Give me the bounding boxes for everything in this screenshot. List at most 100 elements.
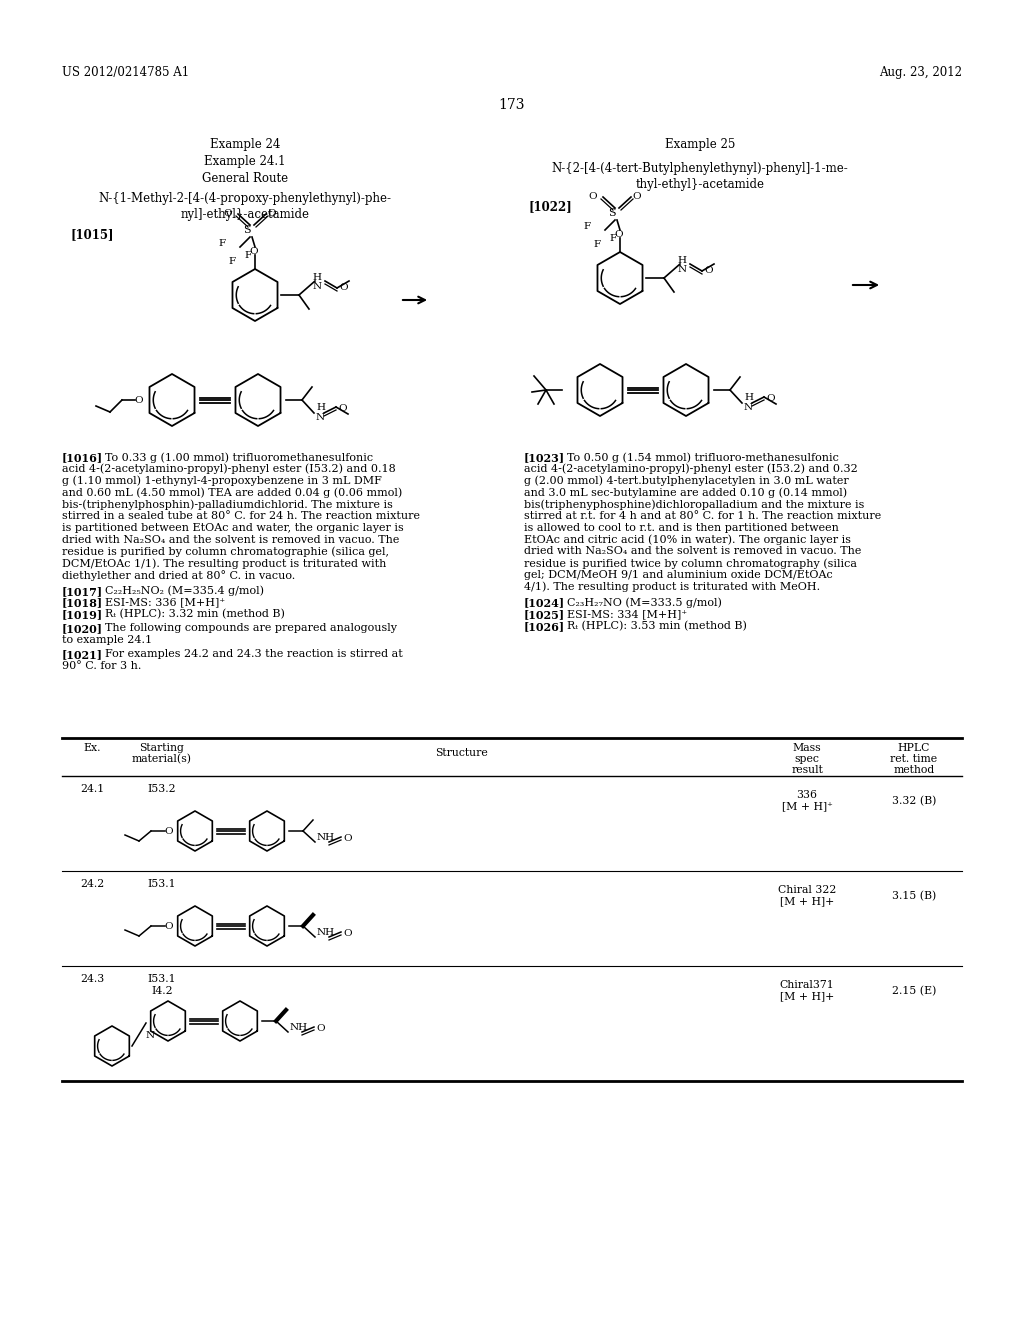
Text: is partitioned between EtOAc and water, the organic layer is: is partitioned between EtOAc and water, …: [62, 523, 403, 533]
Text: US 2012/0214785 A1: US 2012/0214785 A1: [62, 66, 189, 79]
Text: [1019]: [1019]: [62, 610, 103, 620]
Text: [M + H]⁺: [M + H]⁺: [781, 801, 833, 810]
Text: [1020]: [1020]: [62, 623, 103, 634]
Text: S: S: [243, 224, 251, 235]
Text: bis-(triphenylphosphin)-palladiumdichlorid. The mixture is: bis-(triphenylphosphin)-palladiumdichlor…: [62, 499, 393, 510]
Text: For examples 24.2 and 24.3 the reaction is stirred at: For examples 24.2 and 24.3 the reaction …: [98, 649, 402, 659]
Text: 24.1: 24.1: [80, 784, 104, 795]
Text: [1017]: [1017]: [62, 586, 103, 597]
Text: O: O: [267, 209, 275, 218]
Text: [M + H]+: [M + H]+: [780, 991, 835, 1001]
Text: To 0.50 g (1.54 mmol) trifluoro-methanesulfonic: To 0.50 g (1.54 mmol) trifluoro-methanes…: [560, 451, 839, 462]
Text: [1015]: [1015]: [70, 228, 114, 242]
Text: F: F: [609, 234, 616, 243]
Text: and 3.0 mL sec-butylamine are added 0.10 g (0.14 mmol): and 3.0 mL sec-butylamine are added 0.10…: [524, 487, 847, 498]
Text: [1022]: [1022]: [528, 201, 571, 213]
Text: result: result: [792, 766, 823, 775]
Text: 336: 336: [797, 789, 817, 800]
Text: nyl]-ethyl}-acetamide: nyl]-ethyl}-acetamide: [180, 209, 309, 220]
Text: 24.3: 24.3: [80, 974, 104, 983]
Text: stirred at r.t. for 4 h and at 80° C. for 1 h. The reaction mixture: stirred at r.t. for 4 h and at 80° C. fo…: [524, 511, 882, 521]
Text: F: F: [228, 257, 236, 267]
Text: I53.2: I53.2: [147, 784, 176, 795]
Text: H: H: [316, 403, 325, 412]
Text: [1018]: [1018]: [62, 598, 103, 609]
Text: O: O: [705, 267, 713, 275]
Text: residue is purified twice by column chromatography (silica: residue is purified twice by column chro…: [524, 558, 857, 569]
Text: NH: NH: [317, 833, 335, 842]
Text: g (2.00 mmol) 4-tert.butylphenylacetylen in 3.0 mL water: g (2.00 mmol) 4-tert.butylphenylacetylen…: [524, 475, 849, 486]
Text: O: O: [316, 1024, 325, 1034]
Text: 3.15 (B): 3.15 (B): [892, 891, 936, 902]
Text: I4.2: I4.2: [152, 986, 173, 997]
Text: Ex.: Ex.: [83, 743, 100, 752]
Text: stirred in a sealed tube at 80° C. for 24 h. The reaction mixture: stirred in a sealed tube at 80° C. for 2…: [62, 511, 420, 521]
Text: NH: NH: [290, 1023, 308, 1032]
Text: dried with Na₂SO₄ and the solvent is removed in vacuo. The: dried with Na₂SO₄ and the solvent is rem…: [62, 535, 399, 545]
Text: [1016]: [1016]: [62, 451, 103, 463]
Text: O: O: [614, 230, 623, 239]
Text: O: O: [134, 396, 142, 405]
Text: The following compounds are prepared analogously: The following compounds are prepared ana…: [98, 623, 397, 634]
Text: F: F: [583, 222, 590, 231]
Text: Chiral371: Chiral371: [779, 979, 835, 990]
Text: Example 24.1: Example 24.1: [204, 154, 286, 168]
Text: Example 25: Example 25: [665, 139, 735, 150]
Text: N: N: [312, 282, 322, 290]
Text: Rₜ (HPLC): 3.32 min (method B): Rₜ (HPLC): 3.32 min (method B): [98, 610, 285, 619]
Text: General Route: General Route: [202, 172, 288, 185]
Text: 90° C. for 3 h.: 90° C. for 3 h.: [62, 660, 141, 671]
Text: bis(triphenyphosphine)dichloropalladium and the mixture is: bis(triphenyphosphine)dichloropalladium …: [524, 499, 864, 510]
Text: I53.1: I53.1: [147, 879, 176, 888]
Text: thyl-ethyl}-acetamide: thyl-ethyl}-acetamide: [636, 178, 765, 191]
Text: acid 4-(2-acetylamino-propyl)-phenyl ester (I53.2) and 0.18: acid 4-(2-acetylamino-propyl)-phenyl est…: [62, 463, 395, 474]
Text: N: N: [744, 403, 753, 412]
Text: O: O: [164, 921, 173, 931]
Text: g (1.10 mmol) 1-ethynyl-4-propoxybenzene in 3 mL DMF: g (1.10 mmol) 1-ethynyl-4-propoxybenzene…: [62, 475, 382, 486]
Text: ret. time: ret. time: [891, 754, 938, 764]
Text: [1024]: [1024]: [524, 598, 565, 609]
Text: I53.1: I53.1: [147, 974, 176, 983]
Text: O: O: [589, 191, 597, 201]
Text: O: O: [339, 282, 347, 292]
Text: ESI-MS: 334 [M+H]⁺: ESI-MS: 334 [M+H]⁺: [560, 610, 687, 619]
Text: and 0.60 mL (4.50 mmol) TEA are added 0.04 g (0.06 mmol): and 0.60 mL (4.50 mmol) TEA are added 0.…: [62, 487, 402, 498]
Text: O: O: [223, 209, 232, 218]
Text: [1021]: [1021]: [62, 649, 103, 660]
Text: Chiral 322: Chiral 322: [778, 884, 837, 895]
Text: HPLC: HPLC: [898, 743, 930, 752]
Text: To 0.33 g (1.00 mmol) trifluoromethanesulfonic: To 0.33 g (1.00 mmol) trifluoromethanesu…: [98, 451, 373, 462]
Text: O: O: [343, 834, 351, 843]
Text: [1025]: [1025]: [524, 610, 565, 620]
Text: N: N: [678, 265, 686, 275]
Text: residue is purified by column chromatographie (silica gel,: residue is purified by column chromatogr…: [62, 546, 389, 557]
Text: N: N: [146, 1031, 155, 1040]
Text: 2.15 (E): 2.15 (E): [892, 986, 936, 997]
Text: C₂₃H₂₇NO (M=333.5 g/mol): C₂₃H₂₇NO (M=333.5 g/mol): [560, 598, 722, 609]
Text: S: S: [608, 209, 615, 218]
Text: method: method: [893, 766, 935, 775]
Text: dried with Na₂SO₄ and the solvent is removed in vacuo. The: dried with Na₂SO₄ and the solvent is rem…: [524, 546, 861, 557]
Text: gel; DCM/MeOH 9/1 and aluminium oxide DCM/EtOAc: gel; DCM/MeOH 9/1 and aluminium oxide DC…: [524, 570, 833, 579]
Text: C₂₂H₂₅NO₂ (M=335.4 g/mol): C₂₂H₂₅NO₂ (M=335.4 g/mol): [98, 586, 264, 597]
Text: Aug. 23, 2012: Aug. 23, 2012: [879, 66, 962, 79]
Text: O: O: [766, 393, 774, 403]
Text: NH: NH: [317, 928, 335, 937]
Text: O: O: [632, 191, 641, 201]
Text: spec: spec: [795, 754, 819, 764]
Text: ESI-MS: 336 [M+H]⁺: ESI-MS: 336 [M+H]⁺: [98, 598, 225, 607]
Text: N-{2-[4-(4-tert-Butylphenylethynyl)-phenyl]-1-me-: N-{2-[4-(4-tert-Butylphenylethynyl)-phen…: [552, 162, 848, 176]
Text: Example 24: Example 24: [210, 139, 281, 150]
Text: F: F: [218, 239, 225, 248]
Text: [M + H]+: [M + H]+: [780, 896, 835, 906]
Text: Structure: Structure: [435, 748, 488, 758]
Text: 24.2: 24.2: [80, 879, 104, 888]
Text: O: O: [338, 404, 347, 413]
Text: [1023]: [1023]: [524, 451, 565, 463]
Text: Starting: Starting: [139, 743, 184, 752]
Text: EtOAc and citric acid (10% in water). The organic layer is: EtOAc and citric acid (10% in water). Th…: [524, 535, 851, 545]
Text: H: H: [678, 256, 686, 265]
Text: F: F: [244, 251, 251, 260]
Text: O: O: [249, 247, 258, 256]
Text: 4/1). The resulting product is triturated with MeOH.: 4/1). The resulting product is triturate…: [524, 582, 820, 593]
